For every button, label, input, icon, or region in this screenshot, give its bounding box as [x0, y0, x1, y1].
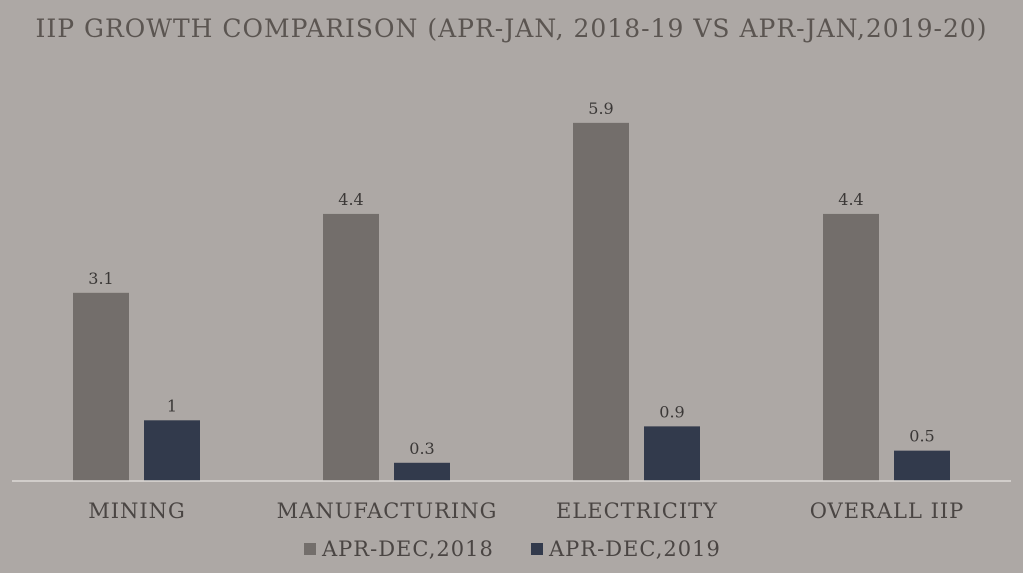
category-label-1: MINING [88, 499, 186, 523]
bar-2-1 [144, 420, 200, 481]
bar-2-4 [894, 450, 950, 481]
data-label-1-1: 3.1 [88, 269, 113, 288]
category-label-3: ELECTRICITY [556, 499, 718, 523]
category-label-4: OVERALL IIP [810, 499, 965, 523]
bar-2-2 [394, 462, 450, 481]
data-label-2-3: 0.9 [659, 402, 684, 421]
legend: APR-DEC,2018 APR-DEC,2019 [304, 537, 721, 561]
bar-1-4 [823, 213, 879, 482]
legend-swatch-2 [531, 543, 543, 555]
bar-2-3 [644, 426, 700, 481]
plot-area: 3.1 1 MINING 4.4 0.3 MANUFACTURING 5.9 0.9 ELECT… [73, 99, 965, 523]
data-label-1-2: 4.4 [338, 190, 363, 209]
chart-title: IIP GROWTH COMPARISON (APR-JAN, 2018-19 … [35, 14, 987, 43]
data-label-2-2: 0.3 [409, 439, 434, 458]
bar-1-2 [323, 213, 379, 482]
legend-label-1: APR-DEC,2018 [321, 537, 494, 561]
data-label-1-3: 5.9 [588, 99, 613, 118]
data-label-2-1: 1 [167, 396, 177, 415]
data-label-1-4: 4.4 [838, 190, 863, 209]
data-label-2-4: 0.5 [909, 427, 934, 446]
bar-1-1 [73, 292, 129, 481]
legend-swatch-1 [304, 543, 316, 555]
legend-label-2: APR-DEC,2019 [548, 537, 721, 561]
category-label-2: MANUFACTURING [277, 499, 498, 523]
bar-1-3 [573, 122, 629, 482]
